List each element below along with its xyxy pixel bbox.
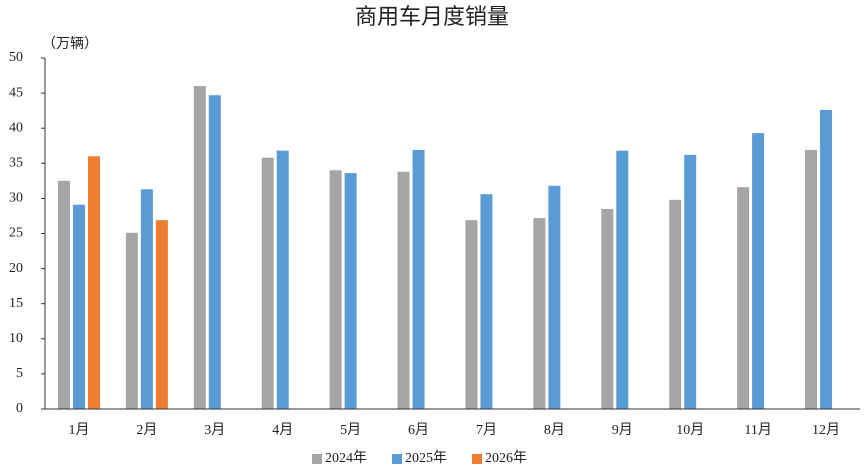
y-tick-label: 20	[9, 261, 23, 276]
x-tick-label: 5月	[340, 422, 361, 438]
bar	[344, 173, 357, 409]
legend-label: 2024年	[325, 450, 367, 466]
bar	[533, 218, 546, 409]
x-tick-label: 8月	[544, 422, 565, 438]
x-tick-label: 9月	[612, 422, 633, 438]
y-unit: （万辆）	[42, 36, 98, 52]
x-tick-label: 6月	[408, 422, 429, 438]
bar	[276, 150, 289, 409]
legend-swatch	[472, 454, 482, 464]
bar	[329, 170, 342, 409]
bar	[480, 194, 493, 409]
bar	[397, 171, 410, 409]
bar	[155, 220, 168, 409]
y-tick-label: 30	[9, 191, 23, 206]
bar	[72, 204, 85, 409]
y-tick-label: 0	[16, 401, 23, 416]
bar	[125, 232, 138, 409]
x-tick-label: 10月	[676, 422, 704, 438]
bar	[193, 86, 206, 409]
bar	[548, 185, 561, 409]
bar	[805, 149, 818, 409]
bar	[820, 109, 833, 409]
legend-swatch	[312, 454, 322, 464]
legend-swatch	[392, 454, 402, 464]
y-tick-label: 45	[9, 85, 23, 100]
bar	[601, 208, 614, 409]
x-tick-label: 3月	[204, 422, 225, 438]
bar	[412, 149, 425, 409]
legend-label: 2025年	[405, 450, 447, 466]
bar	[684, 154, 697, 409]
bar	[261, 157, 274, 409]
x-tick-label: 1月	[68, 422, 89, 438]
chart-title: 商用车月度销量	[355, 4, 509, 29]
y-tick-label: 40	[9, 120, 23, 135]
y-tick-label: 50	[9, 50, 23, 65]
bar	[57, 180, 70, 409]
bar	[465, 220, 478, 409]
y-tick-label: 10	[9, 331, 23, 346]
x-tick-label: 2月	[136, 422, 157, 438]
x-tick-label: 4月	[272, 422, 293, 438]
bar	[752, 133, 765, 409]
bar	[140, 189, 153, 409]
y-tick-label: 35	[9, 156, 23, 171]
bar	[737, 187, 750, 409]
y-tick-label: 5	[16, 366, 23, 381]
legend-label: 2026年	[485, 450, 527, 466]
y-tick-label: 25	[9, 226, 23, 241]
x-tick-label: 11月	[744, 422, 771, 438]
bar	[208, 95, 221, 410]
x-tick-label: 12月	[812, 422, 840, 438]
bar	[87, 156, 100, 409]
bar	[669, 199, 682, 409]
y-tick-label: 15	[9, 296, 23, 311]
x-tick-label: 7月	[476, 422, 497, 438]
bar	[616, 150, 629, 409]
